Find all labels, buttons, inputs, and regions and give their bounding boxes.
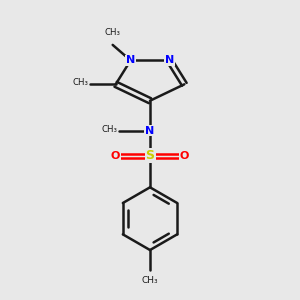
- Text: CH₃: CH₃: [142, 276, 158, 285]
- Text: O: O: [180, 151, 189, 161]
- Text: CH₃: CH₃: [73, 78, 89, 87]
- Text: N: N: [146, 126, 154, 136]
- Text: O: O: [111, 151, 120, 161]
- Text: CH₃: CH₃: [104, 28, 120, 38]
- Text: N: N: [126, 56, 135, 65]
- Text: S: S: [146, 149, 154, 163]
- Text: N: N: [165, 56, 174, 65]
- Text: CH₃: CH₃: [101, 125, 117, 134]
